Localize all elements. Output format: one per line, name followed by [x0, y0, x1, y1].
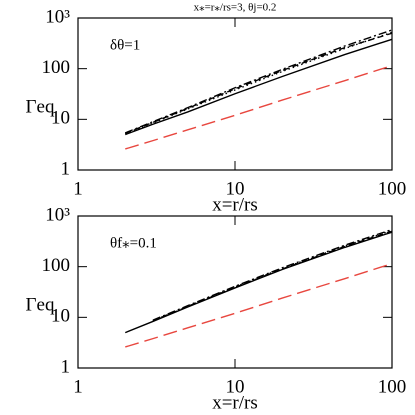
y-tick-label: 10³: [45, 204, 70, 225]
series-line: [125, 38, 393, 136]
y-tick-label: 100: [42, 255, 71, 276]
series-line: [152, 230, 393, 322]
y-tick-label: 1: [61, 158, 71, 179]
y-tick-label: 1: [61, 356, 71, 377]
y-tick-label: 10: [51, 306, 70, 327]
y-axis-label: Γeq: [26, 294, 55, 315]
x-tick-label: 100: [378, 178, 407, 199]
x-tick-label: 1: [73, 178, 83, 199]
annotation: δθ=1: [110, 37, 140, 53]
series-line: [125, 64, 393, 150]
y-tick-label: 10³: [45, 6, 70, 27]
annotation: θf⁎=0.1: [110, 235, 157, 251]
series-line: [125, 31, 393, 135]
y-tick-label: 10: [51, 108, 70, 129]
x-axis-label: x=r/rs: [212, 392, 258, 413]
series-line: [124, 29, 393, 134]
series-line: [152, 228, 393, 321]
series-line: [125, 32, 393, 134]
x-tick-label: 100: [378, 376, 407, 397]
x-tick-label: 10: [226, 178, 245, 199]
y-axis-label: Γeq: [26, 96, 55, 117]
chart-title: x⁎=r⁎/rs=3, θj=0.2: [194, 2, 277, 14]
series-line: [125, 262, 393, 348]
x-tick-label: 1: [73, 376, 83, 397]
x-tick-label: 10: [226, 376, 245, 397]
series-line: [124, 231, 393, 334]
x-axis-label: x=r/rs: [212, 194, 258, 215]
y-tick-label: 100: [42, 57, 71, 78]
